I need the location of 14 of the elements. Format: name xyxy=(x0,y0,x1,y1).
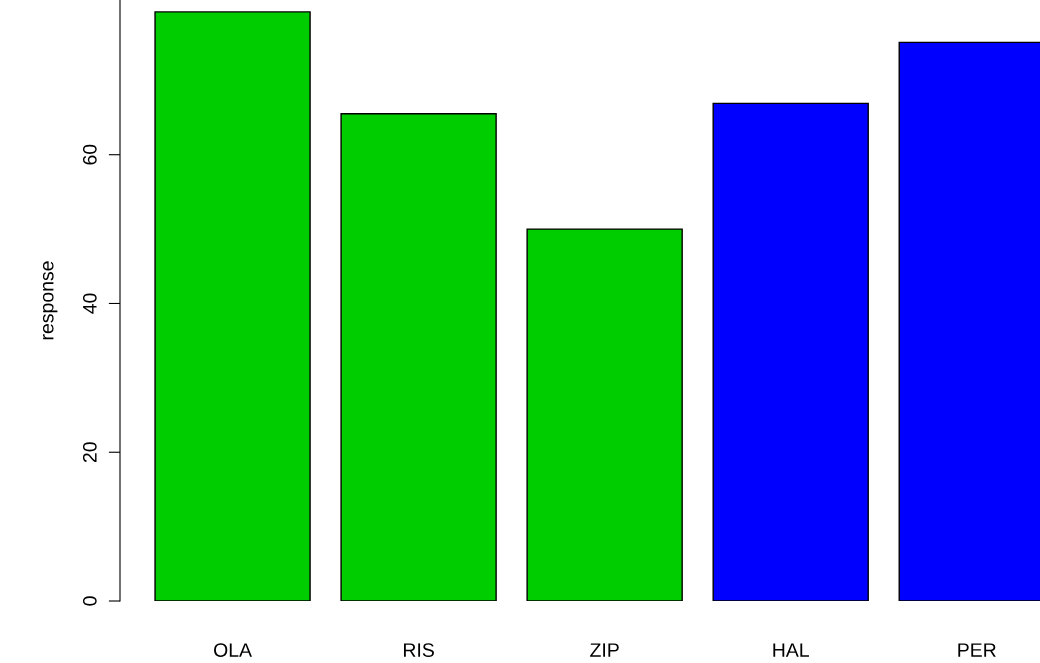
x-tick-label: OLA xyxy=(214,643,252,657)
y-tick-label: 20 xyxy=(82,442,97,463)
y-tick-label: 60 xyxy=(82,144,97,165)
bar xyxy=(712,102,869,601)
y-tick-label: 0 xyxy=(82,596,97,606)
bar xyxy=(340,113,497,601)
x-tick-label: ZIP xyxy=(590,643,619,657)
x-tick-label: HAL xyxy=(773,643,809,657)
bar xyxy=(526,228,683,601)
y-axis-title: response xyxy=(42,261,58,340)
y-tick-label: 40 xyxy=(82,293,97,314)
bar xyxy=(154,11,311,601)
x-tick-label: RIS xyxy=(403,643,434,657)
x-tick-label: PER xyxy=(958,643,996,657)
